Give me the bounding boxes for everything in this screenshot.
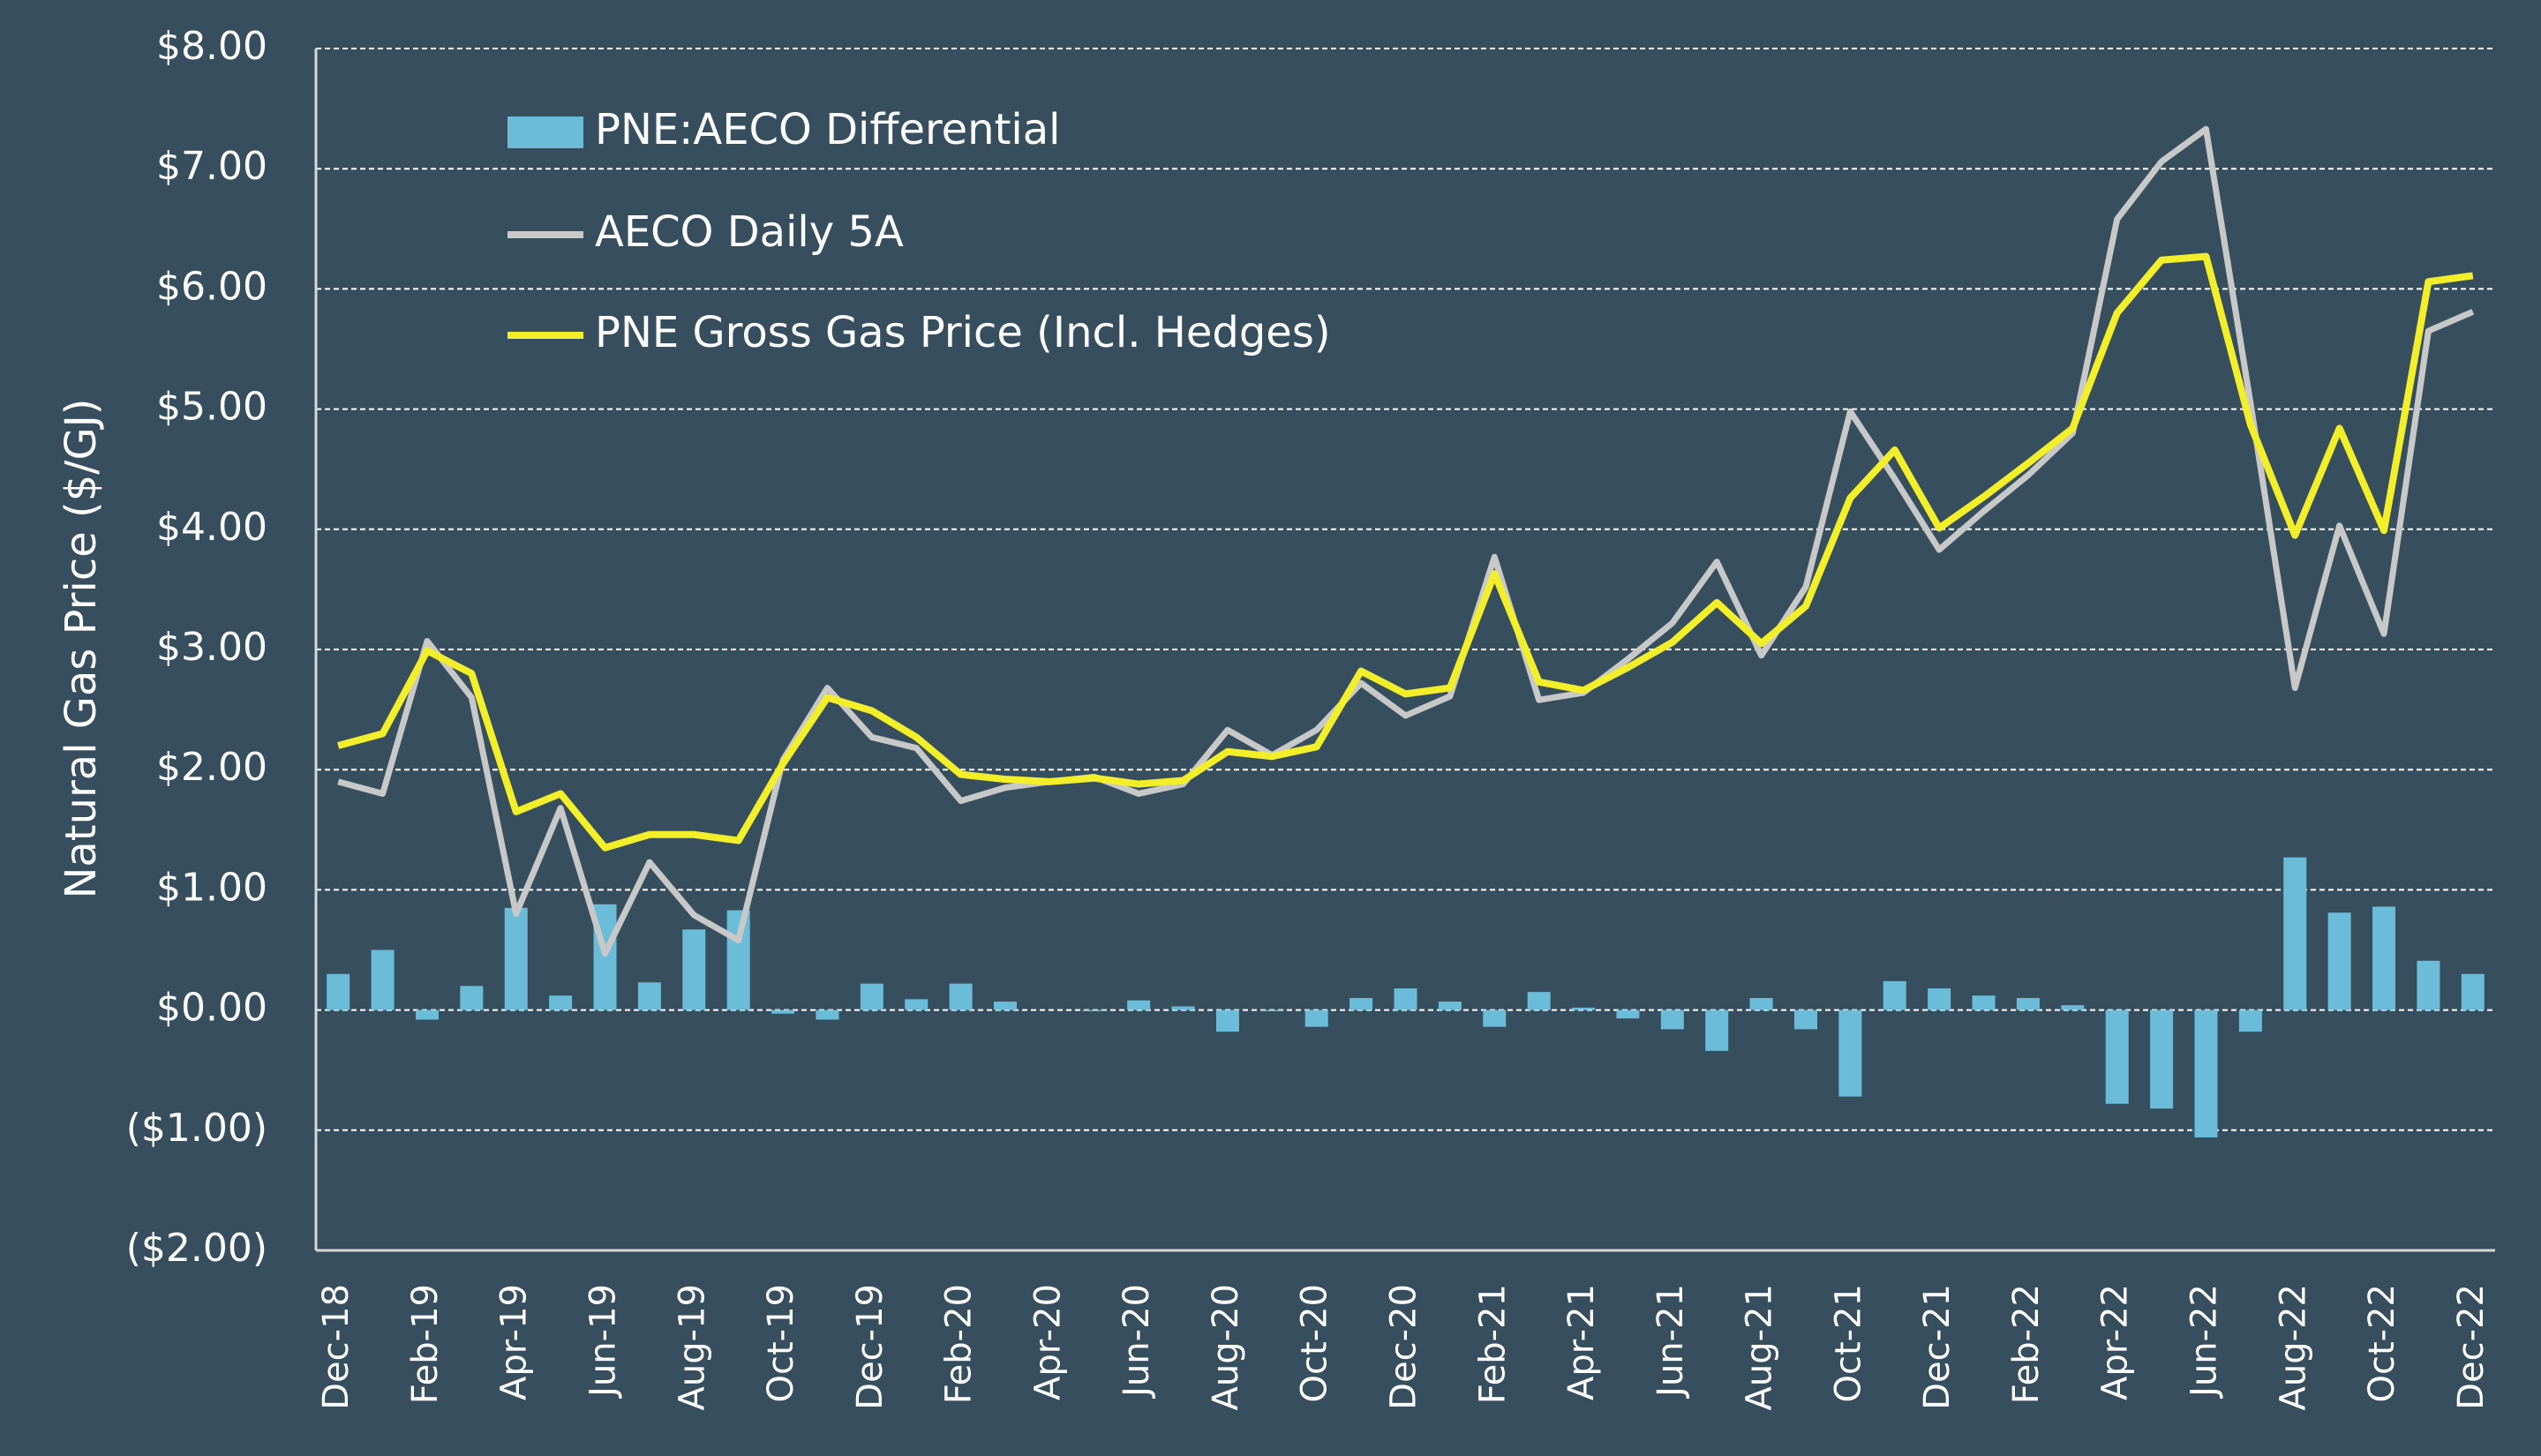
y-tick-label: $7.00 xyxy=(156,144,267,189)
bar xyxy=(1928,988,1951,1010)
bar xyxy=(1349,997,1373,1010)
bar xyxy=(1705,1009,1729,1051)
y-tick-label: $1.00 xyxy=(156,865,267,910)
x-tick-label: Oct-20 xyxy=(1295,1284,1335,1403)
bar xyxy=(1883,980,1906,1010)
bar xyxy=(2194,1009,2218,1137)
line xyxy=(337,125,2475,957)
bar xyxy=(2417,960,2440,1010)
bar xyxy=(371,949,395,1010)
x-tick-label: Apr-19 xyxy=(494,1284,535,1400)
bar xyxy=(327,973,350,1010)
bar xyxy=(1483,1009,1507,1027)
y-tick-label: ($2.00) xyxy=(126,1226,267,1271)
bar xyxy=(1304,1009,1328,1027)
bar xyxy=(860,983,883,1010)
bar xyxy=(2461,973,2485,1010)
legend-label: AECO Daily 5A xyxy=(595,207,904,257)
x-tick-label: Aug-21 xyxy=(1740,1284,1780,1410)
y-tick-label: $0.00 xyxy=(156,986,267,1031)
legend-swatch xyxy=(507,116,583,148)
y-tick-label: ($1.00) xyxy=(126,1106,267,1151)
bar xyxy=(816,1009,839,1020)
x-tick-label: Jun-21 xyxy=(1650,1284,1691,1400)
x-tick-label: Jun-20 xyxy=(1116,1284,1157,1400)
x-tick-label: Apr-22 xyxy=(2095,1284,2136,1400)
x-tick-label: Dec-18 xyxy=(316,1284,357,1410)
y-tick-label: $6.00 xyxy=(156,264,267,309)
bar xyxy=(637,982,661,1010)
bar xyxy=(2327,912,2351,1010)
bar xyxy=(1616,1009,1640,1019)
bar xyxy=(1438,1002,1462,1010)
x-tick-label: Aug-22 xyxy=(2273,1284,2313,1410)
bar xyxy=(2372,906,2396,1010)
x-tick-label: Feb-20 xyxy=(939,1284,980,1404)
bar xyxy=(1749,997,1773,1010)
bar xyxy=(2150,1009,2174,1109)
bar xyxy=(771,1009,795,1014)
bar xyxy=(504,907,528,1010)
y-tick-label: $3.00 xyxy=(156,625,267,670)
bar xyxy=(1660,1009,1684,1030)
bar xyxy=(549,995,573,1010)
y-tick-label: $2.00 xyxy=(156,745,267,790)
bar xyxy=(905,999,928,1010)
x-tick-label: Dec-22 xyxy=(2451,1284,2492,1410)
bar xyxy=(1260,1009,1284,1011)
x-tick-label: Feb-21 xyxy=(1472,1284,1513,1404)
x-tick-label: Oct-19 xyxy=(761,1284,801,1403)
line xyxy=(337,252,2474,852)
legend-label: PNE Gross Gas Price (Incl. Hedges) xyxy=(595,308,1331,357)
y-axis-label: Natural Gas Price ($/GJ) xyxy=(56,398,106,898)
bar xyxy=(1082,1009,1106,1011)
x-tick-label: Oct-21 xyxy=(1828,1284,1868,1403)
x-tick-label: Aug-20 xyxy=(1206,1284,1246,1410)
x-tick-label: Aug-19 xyxy=(672,1284,712,1410)
bar xyxy=(1838,1009,1862,1097)
bar xyxy=(1527,992,1551,1010)
bar xyxy=(1793,1009,1817,1030)
x-tick-label: Apr-21 xyxy=(1561,1284,1602,1400)
bar xyxy=(994,1002,1018,1010)
legend-label: PNE:AECO Differential xyxy=(595,105,1061,154)
bar xyxy=(682,929,706,1010)
x-tick-label: Dec-21 xyxy=(1917,1284,1958,1410)
x-tick-label: Feb-19 xyxy=(405,1284,446,1404)
bar xyxy=(2105,1009,2129,1104)
y-tick-label: $8.00 xyxy=(156,24,267,69)
bar xyxy=(949,983,973,1010)
y-tick-label: $4.00 xyxy=(156,505,267,550)
x-tick-label: Dec-20 xyxy=(1384,1284,1425,1410)
bar xyxy=(415,1009,439,1020)
x-tick-label: Jun-22 xyxy=(2184,1284,2224,1400)
bar xyxy=(2061,1005,2085,1010)
bar xyxy=(2238,1009,2262,1032)
x-tick-label: Oct-22 xyxy=(2362,1284,2402,1403)
x-tick-label: Dec-19 xyxy=(850,1284,891,1410)
bar xyxy=(1972,995,1996,1010)
bar xyxy=(460,986,484,1010)
bar xyxy=(2283,857,2307,1010)
bar xyxy=(1215,1009,1239,1032)
bar xyxy=(1572,1007,1596,1010)
y-tick-label: $5.00 xyxy=(156,385,267,430)
x-tick-label: Apr-20 xyxy=(1027,1284,1068,1400)
bar xyxy=(726,910,750,1010)
bar xyxy=(1127,1000,1151,1010)
x-tick-label: Feb-22 xyxy=(2006,1284,2047,1404)
bar xyxy=(1394,988,1417,1010)
x-tick-label: Jun-19 xyxy=(583,1284,624,1400)
bar xyxy=(2016,997,2040,1010)
bar xyxy=(1171,1006,1195,1010)
